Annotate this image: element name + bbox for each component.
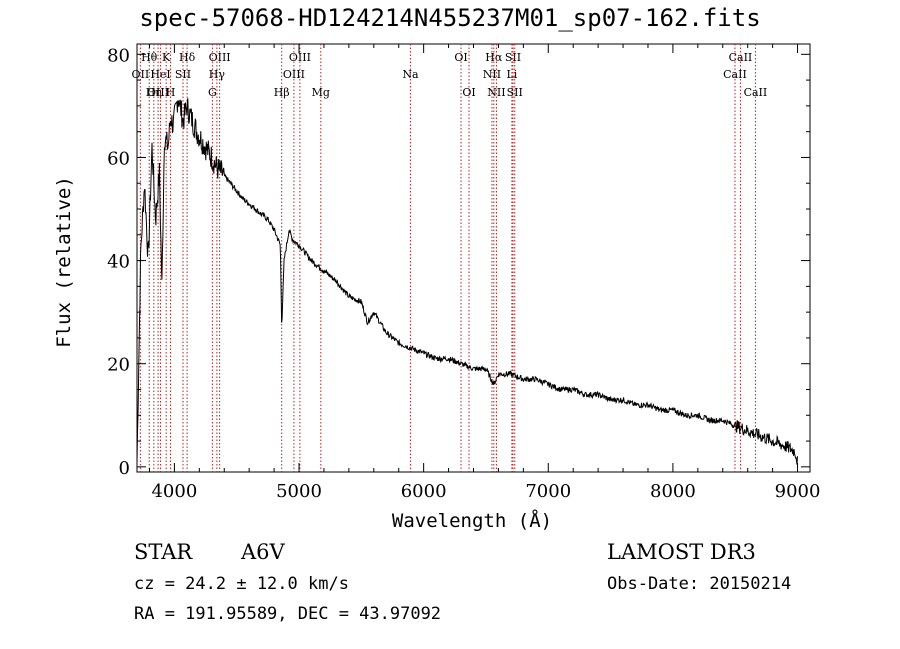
chart-title: spec-57068-HD124214N455237M01_sp07-162.f… — [139, 4, 761, 32]
line-marker-label: SII — [505, 51, 521, 64]
line-marker-label: SII — [507, 86, 523, 99]
line-marker-label: K — [162, 51, 171, 64]
y-axis-label-text: Flux (relative) — [53, 176, 75, 348]
redshift-value: cz = 24.2 ± 12.0 km/s — [134, 574, 349, 594]
survey-name: LAMOST DR3 — [607, 540, 756, 564]
line-marker-label: OIII — [147, 86, 169, 99]
line-marker-label: HeI — [150, 68, 170, 81]
x-tick-label: 4000 — [151, 481, 197, 502]
y-tick-label: 80 — [107, 45, 130, 66]
line-marker-label: Hη — [146, 86, 162, 99]
line-marker-label: OI — [462, 86, 475, 99]
plot-frame — [136, 43, 811, 473]
line-marker-label: SII — [175, 68, 191, 81]
line-marker-label: Na — [402, 68, 419, 81]
line-marker-label: OII — [132, 68, 150, 81]
spectrum-line — [136, 98, 798, 465]
line-marker-label: G — [208, 86, 217, 99]
line-marker-label: H — [166, 86, 176, 99]
line-marker-label: Hβ — [274, 86, 290, 99]
line-marker-label: OIII — [289, 51, 311, 64]
y-tick-label: 20 — [107, 355, 130, 376]
x-tick-label: 8000 — [650, 481, 696, 502]
line-marker-label: OIII — [209, 51, 231, 64]
y-tick-label: 60 — [107, 148, 130, 169]
object-subclass: A6V — [241, 540, 285, 564]
x-axis-label: Wavelength (Å) — [391, 510, 553, 532]
y-tick-label: 0 — [119, 458, 130, 479]
observation-date: Obs-Date: 20150214 — [607, 574, 792, 594]
line-marker-label: CaII — [744, 86, 768, 99]
line-marker-label: OI — [454, 51, 467, 64]
line-marker-label: NII — [487, 86, 505, 99]
line-marker-label: Hθ — [141, 51, 158, 64]
x-tick-label: 5000 — [276, 481, 322, 502]
coordinates: RA = 191.95589, DEC = 43.97092 — [134, 604, 442, 624]
y-tick-label: 40 — [107, 252, 130, 273]
line-marker-label: OIII — [283, 68, 305, 81]
line-marker-label: CaII — [723, 68, 747, 81]
line-marker-label: Mg — [312, 86, 330, 99]
line-marker-label: NII — [483, 68, 501, 81]
object-class: STAR — [134, 540, 193, 564]
x-tick-label: 7000 — [525, 481, 571, 502]
x-tick-label: 9000 — [775, 481, 821, 502]
x-tick-label: 6000 — [401, 481, 447, 502]
line-marker-label: Hα — [485, 51, 503, 64]
line-marker-label: Li — [506, 68, 517, 81]
line-marker-label: Hγ — [209, 68, 226, 81]
line-marker-label: CaII — [729, 51, 753, 64]
line-marker-label: Hδ — [179, 51, 196, 64]
